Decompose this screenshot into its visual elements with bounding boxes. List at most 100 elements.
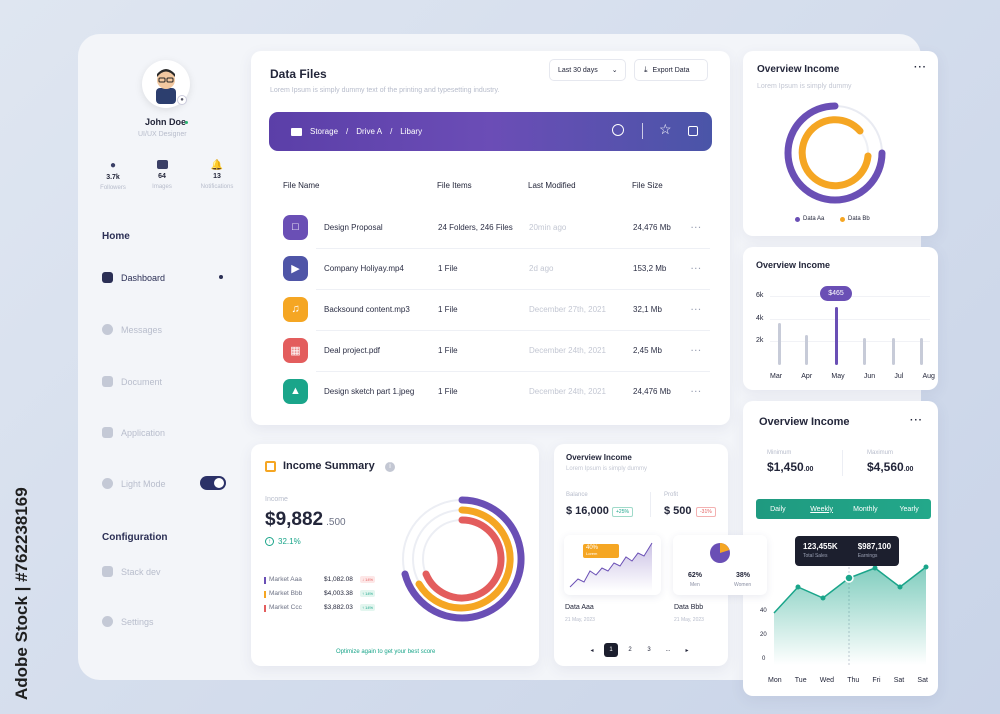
configuration-heading: Configuration bbox=[102, 532, 168, 543]
table-row[interactable]: □ Design Proposal 24 Folders, 246 Files 20m… bbox=[283, 207, 713, 247]
sidebar-item-document[interactable]: Document bbox=[102, 376, 162, 387]
column-file-items[interactable]: File Items bbox=[437, 181, 472, 190]
data-aaa-label: Data Aaa bbox=[565, 604, 594, 611]
overview1-subtitle: Lorem Ipsum is simply dummy bbox=[757, 83, 852, 90]
more-icon[interactable]: ··· bbox=[691, 304, 702, 314]
more-icon[interactable]: ··· bbox=[914, 62, 927, 73]
tab-yearly[interactable]: Yearly bbox=[899, 505, 919, 513]
income-label: Income bbox=[265, 496, 288, 503]
stat-images[interactable]: 64 Images bbox=[145, 160, 179, 190]
market-row: Market Ccc $3,882.03 ↑ 14% bbox=[264, 604, 384, 614]
tab-daily[interactable]: Daily bbox=[770, 505, 786, 513]
income-ring-chart bbox=[401, 496, 525, 622]
minimum-label: Minimum bbox=[767, 450, 792, 456]
tab-weekly[interactable]: Weekly bbox=[810, 505, 834, 513]
mini-chart-card-a[interactable]: 40% Lorem bbox=[564, 535, 661, 595]
file-name: Design Proposal bbox=[324, 222, 383, 232]
breadcrumb-separator: / bbox=[390, 127, 393, 136]
sidebar-item-stack-dev[interactable]: Stack dev bbox=[102, 566, 161, 577]
file-size: 32,1 Mb bbox=[633, 304, 662, 314]
search-icon[interactable] bbox=[612, 124, 624, 136]
file-items: 1 File bbox=[438, 345, 458, 355]
data-bbb-label: Data Bbb bbox=[674, 604, 704, 611]
column-file-size[interactable]: File Size bbox=[632, 181, 663, 190]
stat-label: Followers bbox=[100, 185, 126, 191]
sidebar-item-messages[interactable]: Messages bbox=[102, 324, 162, 335]
x-tick: Apr bbox=[801, 373, 813, 380]
file-items: 1 File bbox=[438, 304, 458, 314]
star-icon[interactable]: ☆ bbox=[659, 121, 672, 137]
x-tick: Mon bbox=[768, 677, 782, 684]
market-badge: ↓ 14% bbox=[360, 576, 376, 583]
file-modified: December 27th, 2021 bbox=[529, 304, 606, 314]
x-tick: Mar bbox=[770, 373, 783, 380]
file-name: Company Holiyay.mp4 bbox=[324, 263, 404, 273]
square-icon[interactable] bbox=[688, 126, 698, 136]
chevron-left-icon[interactable]: ◂ bbox=[590, 647, 594, 654]
breadcrumb-library[interactable]: Libary bbox=[400, 127, 423, 136]
file-modified: December 24th, 2021 bbox=[529, 386, 606, 396]
balance-badge: +25% bbox=[612, 507, 633, 517]
data-aaa-date: 21 May, 2023 bbox=[565, 617, 595, 623]
home-icon bbox=[102, 272, 113, 283]
arrow-up-circle-icon: ↑ bbox=[265, 537, 274, 546]
more-icon[interactable]: ··· bbox=[691, 222, 702, 232]
tab-monthly[interactable]: Monthly bbox=[853, 505, 878, 513]
image-icon bbox=[156, 160, 168, 169]
page-2[interactable]: 2 bbox=[628, 647, 632, 653]
income-summary-footer[interactable]: Optimize again to get your best score bbox=[336, 649, 436, 655]
market-badge: ↑ 14% bbox=[360, 590, 376, 597]
market-value: $1,082.08 bbox=[324, 576, 353, 583]
table-row[interactable]: ▶ Company Holiyay.mp4 1 File 2d ago 153,2 Mb… bbox=[283, 248, 713, 288]
breadcrumb-bar: Storage / Drive A / Libary bbox=[269, 112, 712, 151]
sidebar-item-settings[interactable]: Settings bbox=[102, 616, 154, 627]
info-icon[interactable]: i bbox=[385, 462, 395, 472]
export-data-label: Export Data bbox=[652, 66, 690, 74]
stat-notifications[interactable]: 🔔 13 Notifications bbox=[194, 160, 240, 190]
bar-jul bbox=[892, 338, 895, 365]
image-icon: ▲ bbox=[283, 378, 308, 404]
income-summary-title: Income Summary bbox=[283, 460, 375, 472]
bar-may bbox=[835, 307, 838, 365]
bar-apr bbox=[805, 335, 808, 365]
sidebar-item-application[interactable]: Application bbox=[102, 427, 165, 438]
mini-chart-card-b[interactable]: 62% Men 38% Women bbox=[673, 535, 767, 595]
overview2-months: Mar Apr May Jun Jul Aug bbox=[770, 373, 935, 380]
bar-jun bbox=[863, 338, 866, 365]
page-3[interactable]: 3 bbox=[647, 647, 651, 653]
stat-value: 64 bbox=[158, 173, 166, 180]
y-tick: 20 bbox=[760, 632, 767, 638]
more-icon[interactable]: ··· bbox=[691, 386, 702, 396]
sidebar-item-dashboard[interactable]: Dashboard bbox=[102, 272, 165, 283]
column-file-name[interactable]: File Name bbox=[283, 181, 320, 190]
period-select[interactable]: Last 30 days ⌄ bbox=[549, 59, 626, 81]
table-row[interactable]: ▦ Deal project.pdf 1 File December 24th, 20… bbox=[283, 330, 713, 370]
table-row[interactable]: ▲ Design sketch part 1.jpeg 1 File December… bbox=[283, 371, 713, 411]
x-tick: Sat bbox=[917, 677, 928, 684]
more-icon[interactable]: ··· bbox=[691, 345, 702, 355]
active-dot bbox=[219, 275, 223, 279]
mini-badge: 40% Lorem bbox=[583, 544, 619, 558]
more-icon[interactable]: ··· bbox=[910, 415, 923, 426]
light-mode-toggle[interactable] bbox=[200, 476, 226, 490]
mini-line-chart bbox=[569, 542, 653, 591]
table-row[interactable]: ♫ Backsound content.mp3 1 File December 27t… bbox=[283, 289, 713, 329]
page-1[interactable]: 1 bbox=[604, 643, 618, 657]
sidebar-item-label: Document bbox=[121, 376, 163, 387]
more-icon[interactable]: ··· bbox=[691, 263, 702, 273]
file-items: 1 File bbox=[438, 263, 458, 273]
bar-mar bbox=[778, 323, 781, 365]
watermark: Adobe Stock | #762238169 bbox=[12, 487, 31, 700]
document-icon: ▦ bbox=[283, 337, 308, 363]
breadcrumb-storage[interactable]: Storage bbox=[310, 127, 339, 136]
breadcrumb-drive-a[interactable]: Drive A bbox=[356, 127, 383, 136]
folder-icon: □ bbox=[283, 214, 308, 240]
y-tick: 6k bbox=[756, 292, 764, 299]
market-row: Market Bbb $4,003.38 ↑ 14% bbox=[264, 590, 384, 600]
export-data-button[interactable]: ⤓ Export Data bbox=[634, 59, 708, 81]
column-last-modified[interactable]: Last Modified bbox=[528, 181, 576, 190]
chevron-right-icon[interactable]: ▸ bbox=[685, 647, 689, 654]
balance-value: $ 16,000 bbox=[566, 505, 609, 517]
stat-followers[interactable]: ● 3.7k Followers bbox=[96, 160, 130, 191]
user-icon: ● bbox=[109, 160, 117, 171]
